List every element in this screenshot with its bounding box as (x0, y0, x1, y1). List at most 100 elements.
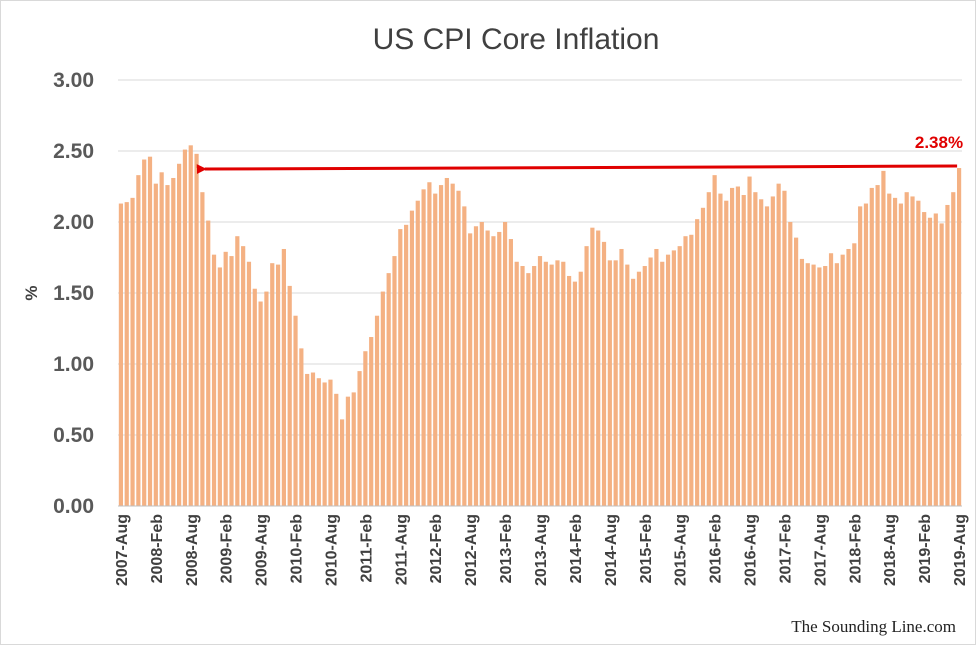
bar (846, 248, 851, 507)
bar (904, 192, 909, 506)
bar (706, 192, 711, 506)
bar (258, 301, 263, 506)
bar (869, 187, 874, 507)
bar (281, 248, 286, 507)
bar (450, 183, 455, 506)
x-tick-label: 2007-Aug (114, 514, 131, 586)
bar (660, 261, 665, 506)
bar (334, 393, 339, 506)
bar (293, 315, 298, 506)
bar (607, 260, 612, 506)
bar (159, 172, 164, 507)
bar (532, 266, 537, 506)
x-tick-label: 2015-Aug (673, 514, 690, 586)
bar (340, 419, 345, 506)
bar (223, 251, 228, 506)
bar (328, 379, 333, 506)
bar (491, 236, 496, 506)
bar (549, 264, 554, 506)
y-tick-label: 0.50 (53, 424, 94, 447)
bar (956, 168, 962, 507)
bar (211, 254, 217, 506)
bar (462, 206, 467, 506)
bar (427, 182, 432, 507)
bar (625, 264, 630, 506)
bar (887, 193, 892, 506)
bar (584, 246, 589, 506)
bar (939, 223, 944, 507)
y-tick-label: 1.00 (53, 353, 94, 376)
bars (118, 145, 962, 507)
x-tick-labels: 2007-Aug 2008-Feb 2008-Aug 2009-Feb 2009-Aug… (114, 514, 969, 586)
x-tick-label: 2015-Feb (638, 514, 655, 584)
bar (287, 285, 292, 506)
x-tick-label: 2017-Feb (777, 514, 794, 584)
bar (502, 222, 508, 506)
bar (456, 190, 461, 506)
x-tick-label: 2011-Feb (358, 514, 375, 583)
bar (555, 260, 560, 506)
bar (415, 200, 420, 506)
bar (805, 263, 810, 506)
bar (642, 266, 647, 506)
bar (194, 153, 199, 506)
source-credit: The Sounding Line.com (791, 617, 956, 636)
bar (252, 288, 257, 506)
bar (782, 190, 787, 506)
y-tick-label: 1.50 (53, 282, 94, 305)
x-tick-label: 2012-Aug (463, 514, 480, 586)
y-tick-label: 0.00 (53, 495, 94, 518)
bar (735, 186, 740, 506)
bar (537, 256, 543, 506)
bar (479, 222, 484, 506)
bar (270, 263, 275, 506)
bar (729, 187, 735, 507)
bar (246, 261, 252, 506)
bar (578, 271, 583, 506)
bar (863, 203, 869, 507)
bar (392, 256, 397, 506)
bar (508, 239, 513, 507)
bar (823, 266, 828, 506)
bar (811, 264, 816, 506)
bar (217, 267, 222, 506)
bar (881, 170, 886, 506)
bar (753, 192, 758, 506)
x-tick-label: 2009-Feb (219, 514, 236, 584)
x-tick-label: 2019-Feb (917, 514, 934, 584)
bar (409, 210, 415, 506)
bar (171, 177, 176, 507)
bar (380, 291, 385, 506)
x-tick-label: 2011-Aug (393, 514, 410, 585)
bar (741, 195, 746, 506)
bar (147, 156, 153, 506)
x-tick-label: 2010-Feb (289, 514, 306, 584)
bar (619, 248, 624, 507)
bar (514, 261, 519, 506)
bar (654, 248, 659, 507)
bar (689, 234, 694, 506)
bar (275, 264, 281, 506)
bar (700, 207, 706, 507)
bar (310, 372, 316, 506)
x-tick-label: 2010-Aug (323, 514, 340, 586)
x-tick-label: 2018-Feb (847, 514, 864, 584)
y-tick-label: 2.50 (53, 140, 94, 163)
bar (473, 226, 479, 506)
x-tick-label: 2014-Feb (568, 514, 585, 584)
bar (497, 231, 502, 506)
y-tick-label: 3.00 (53, 69, 94, 92)
bar (229, 256, 234, 506)
bar (561, 261, 566, 506)
bar (369, 337, 374, 506)
bar (182, 149, 188, 506)
y-tick-label: 2.00 (53, 211, 94, 234)
x-tick-label: 2016-Aug (743, 514, 760, 586)
bar (828, 253, 834, 506)
bar (572, 281, 578, 506)
bar (136, 175, 141, 506)
x-tick-label: 2008-Aug (184, 514, 201, 586)
bar (613, 260, 618, 506)
bar (759, 199, 764, 506)
bar (898, 203, 903, 507)
